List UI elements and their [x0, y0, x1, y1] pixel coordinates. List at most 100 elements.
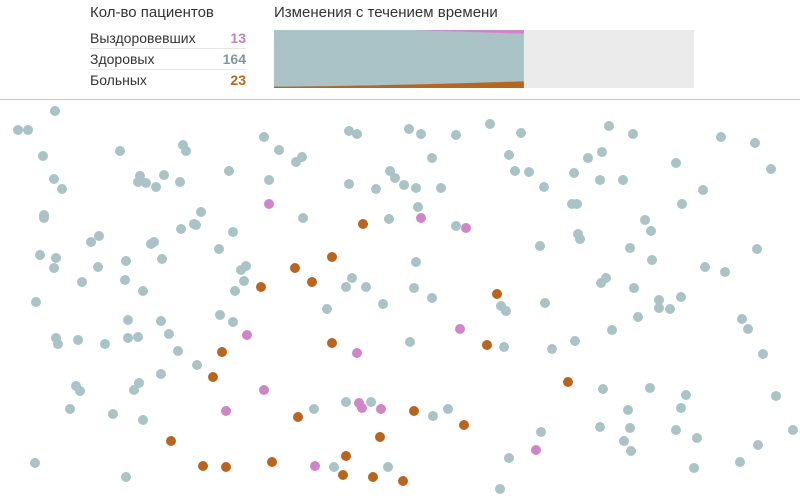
healthy-patient-dot [241, 261, 251, 271]
healthy-patient-dot [411, 183, 421, 193]
timeline-chart [274, 30, 694, 88]
healthy-patient-dot [115, 146, 125, 156]
sick-patient-dot [198, 461, 208, 471]
healthy-patient-dot [411, 257, 421, 267]
sick-patient-dot [338, 470, 348, 480]
healthy-patient-dot [771, 391, 781, 401]
healthy-patient-dot [597, 147, 607, 157]
healthy-patient-dot [341, 397, 351, 407]
healthy-patient-dot [120, 275, 130, 285]
sick-patient-dot [208, 372, 218, 382]
recovered-patient-dot [264, 199, 274, 209]
healthy-patient-dot [766, 164, 776, 174]
healthy-patient-dot [516, 128, 526, 138]
healthy-patient-dot [436, 183, 446, 193]
sick-patient-dot [368, 472, 378, 482]
healthy-patient-dot [384, 214, 394, 224]
recovered-patient-dot [416, 213, 426, 223]
healthy-patient-dot [50, 106, 60, 116]
healthy-patient-dot [645, 383, 655, 393]
sick-patient-dot [267, 457, 277, 467]
healthy-patient-dot [504, 453, 514, 463]
healthy-patient-dot [619, 436, 629, 446]
sick-patient-dot [358, 219, 368, 229]
healthy-patient-dot [752, 244, 762, 254]
healthy-patient-dot [570, 336, 580, 346]
healthy-patient-dot [451, 221, 461, 231]
healthy-patient-dot [164, 329, 174, 339]
healthy-patient-dot [665, 304, 675, 314]
recovered-patient-dot [455, 324, 465, 334]
healthy-patient-dot [735, 457, 745, 467]
healthy-patient-dot [230, 286, 240, 296]
healthy-patient-dot [753, 440, 763, 450]
healthy-patient-dot [427, 153, 437, 163]
healthy-patient-dot [405, 337, 415, 347]
recovered-patient-dot [357, 403, 367, 413]
recovered-patient-dot [221, 406, 231, 416]
healthy-patient-dot [239, 276, 249, 286]
healthy-patient-dot [35, 250, 45, 260]
healthy-patient-dot [536, 427, 546, 437]
stat-label-recovered: Выздоровевших [90, 30, 196, 46]
healthy-patient-dot [654, 295, 664, 305]
healthy-patient-dot [535, 241, 545, 251]
healthy-patient-dot [689, 463, 699, 473]
healthy-patient-dot [228, 227, 238, 237]
healthy-patient-dot [173, 346, 183, 356]
healthy-patient-dot [495, 484, 505, 494]
sick-patient-dot [327, 252, 337, 262]
healthy-patient-dot [156, 369, 166, 379]
healthy-patient-dot [595, 175, 605, 185]
healthy-patient-dot [134, 378, 144, 388]
healthy-patient-dot [399, 180, 409, 190]
healthy-patient-dot [451, 130, 461, 140]
healthy-patient-dot [157, 254, 167, 264]
healthy-patient-dot [569, 168, 579, 178]
healthy-patient-dot [677, 199, 687, 209]
healthy-patient-dot [297, 152, 307, 162]
timeline-panel: Изменения с течением времени [274, 4, 694, 88]
healthy-patient-dot [647, 255, 657, 265]
healthy-patient-dot [49, 263, 59, 273]
stat-value-recovered: 13 [230, 30, 246, 46]
healthy-patient-dot [51, 253, 61, 263]
healthy-patient-dot [215, 310, 225, 320]
recovered-patient-dot [259, 385, 269, 395]
healthy-patient-dot [121, 256, 131, 266]
healthy-patient-dot [361, 282, 371, 292]
sick-patient-dot [459, 420, 469, 430]
healthy-patient-dot [604, 121, 614, 131]
healthy-patient-dot [625, 243, 635, 253]
healthy-patient-dot [625, 423, 635, 433]
stat-label-sick: Больных [90, 72, 147, 88]
stat-label-healthy: Здоровых [90, 51, 155, 67]
healthy-patient-dot [135, 171, 145, 181]
sick-patient-dot [217, 347, 227, 357]
healthy-patient-dot [524, 167, 534, 177]
simulation-area [13, 106, 798, 494]
recovered-patient-dot [461, 223, 471, 233]
healthy-patient-dot [228, 317, 238, 327]
stat-row-sick: Больных 23 [90, 70, 246, 90]
healthy-patient-dot [633, 312, 643, 322]
sick-patient-dot [341, 451, 351, 461]
healthy-patient-dot [788, 425, 798, 435]
healthy-patient-dot [390, 173, 400, 183]
healthy-patient-dot [626, 446, 636, 456]
healthy-patient-dot [329, 462, 339, 472]
healthy-patient-dot [341, 282, 351, 292]
healthy-patient-dot [676, 292, 686, 302]
healthy-patient-dot [628, 129, 638, 139]
healthy-patient-dot [700, 262, 710, 272]
healthy-patient-dot [191, 220, 201, 230]
timeline-healthy-area [274, 30, 524, 88]
healthy-patient-dot [39, 213, 49, 223]
healthy-patient-dot [385, 166, 395, 176]
healthy-patient-dot [138, 415, 148, 425]
healthy-patient-dot [510, 166, 520, 176]
healthy-patient-dot [49, 174, 59, 184]
healthy-patient-dot [598, 384, 608, 394]
healthy-patient-dot [371, 184, 381, 194]
healthy-patient-dot [94, 231, 104, 241]
